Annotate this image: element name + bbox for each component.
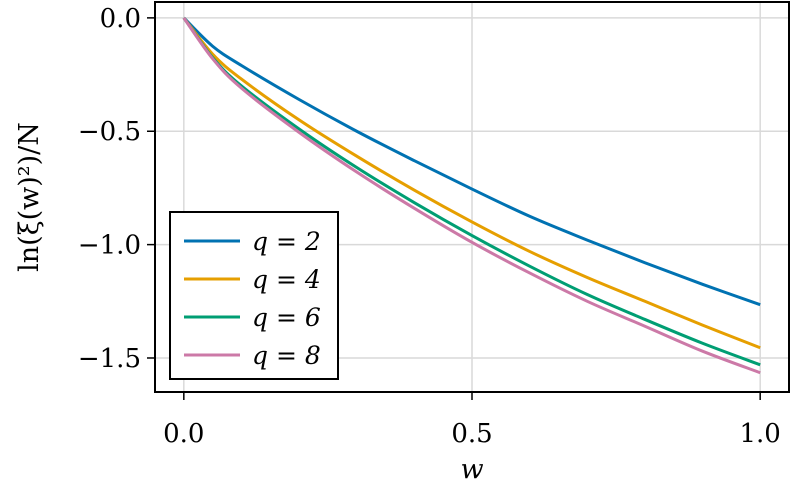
legend: q = 2 q = 4 q = 6 q = 8 (169, 211, 339, 380)
series-lines (182, 16, 761, 375)
y-tick-label: −0.5 (78, 117, 141, 147)
series-line-4 (182, 17, 761, 375)
legend-label-4: q = 8 (252, 341, 321, 370)
x-tick-labels: 0.0 0.5 1.0 (163, 419, 781, 449)
y-tick-label: −1.5 (78, 344, 141, 374)
series-line-3 (182, 16, 761, 367)
x-tick-label: 0.5 (451, 419, 492, 449)
x-tick-label: 1.0 (740, 419, 781, 449)
legend-label-3: q = 6 (252, 303, 321, 332)
y-axis-label: ln(ξ(w)²)/N (14, 122, 45, 272)
x-axis-label: w (460, 454, 483, 485)
y-tick-labels: 0.0 −0.5 −1.0 −1.5 (78, 4, 141, 374)
y-tick-label: 0.0 (100, 4, 141, 34)
series-line-1 (182, 16, 761, 307)
x-tick-label: 0.0 (163, 419, 204, 449)
legend-label-1: q = 2 (252, 227, 321, 256)
y-tick-label: −1.0 (78, 231, 141, 261)
ticks (147, 17, 761, 400)
legend-label-2: q = 4 (252, 265, 321, 294)
series-line-2 (182, 16, 761, 350)
